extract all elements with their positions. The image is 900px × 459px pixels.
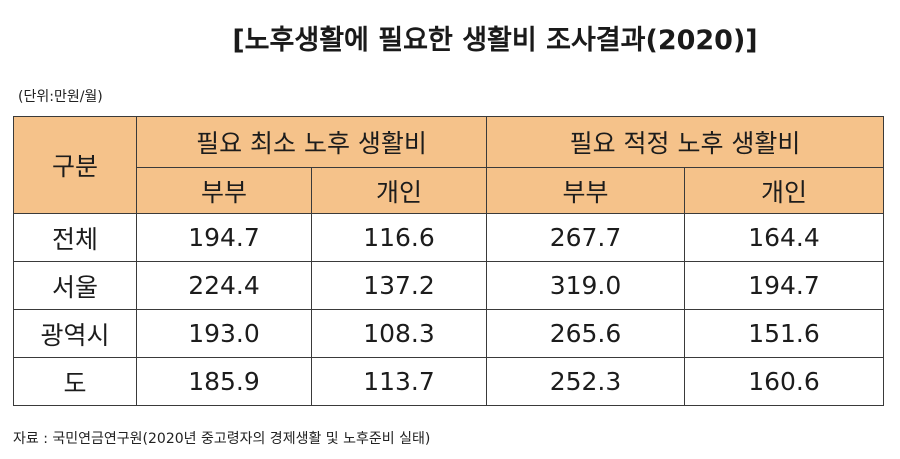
row-label: 도	[13, 357, 137, 406]
group-header-minimum: 필요 최소 노후 생활비	[136, 116, 487, 168]
source-note: 자료 : 국민연금연구원(2020년 중고령자의 경제생활 및 노후준비 실태)	[13, 431, 431, 447]
table-cell: 319.0	[486, 261, 685, 310]
subheader-individual: 개인	[311, 167, 487, 214]
table-cell: 252.3	[486, 357, 685, 406]
subheader-couple: 부부	[486, 167, 685, 214]
table-cell: 160.6	[684, 357, 884, 406]
corner-header: 구분	[13, 116, 137, 214]
table-cell: 116.6	[311, 213, 487, 262]
table-cell: 194.7	[136, 213, 312, 262]
table-cell: 193.0	[136, 309, 312, 358]
row-label: 광역시	[13, 309, 137, 358]
table-cell: 185.9	[136, 357, 312, 406]
page-title: [노후생활에 필요한 생활비 조사결과(2020)]	[232, 25, 758, 56]
table-cell: 151.6	[684, 309, 884, 358]
row-label: 서울	[13, 261, 137, 310]
table-cell: 108.3	[311, 309, 487, 358]
table-cell: 164.4	[684, 213, 884, 262]
table-cell: 224.4	[136, 261, 312, 310]
table-row: 서울 224.4 137.2 319.0 194.7	[13, 261, 884, 310]
table-cell: 265.6	[486, 309, 685, 358]
table-cell: 267.7	[486, 213, 685, 262]
table-cell: 137.2	[311, 261, 487, 310]
table-row: 전체 194.7 116.6 267.7 164.4	[13, 213, 884, 262]
row-label: 전체	[13, 213, 137, 262]
subheader-couple: 부부	[136, 167, 312, 214]
group-header-adequate: 필요 적정 노후 생활비	[486, 116, 884, 168]
living-cost-table: 구분 필요 최소 노후 생활비 필요 적정 노후 생활비 부부 개인 부부 개인…	[13, 116, 884, 406]
table-cell: 194.7	[684, 261, 884, 310]
table-row: 도 185.9 113.7 252.3 160.6	[13, 357, 884, 406]
unit-label: (단위:만원/월)	[18, 89, 103, 105]
subheader-individual: 개인	[684, 167, 884, 214]
table-cell: 113.7	[311, 357, 487, 406]
table-row: 광역시 193.0 108.3 265.6 151.6	[13, 309, 884, 358]
